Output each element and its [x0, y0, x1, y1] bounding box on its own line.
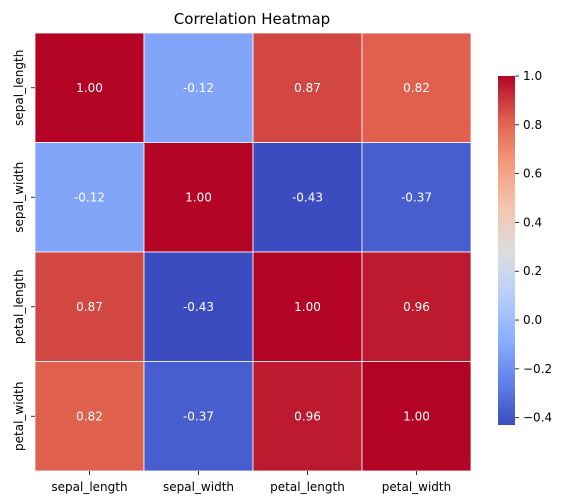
cell-value-label: 0.96 [294, 409, 321, 423]
heatmap-cell [252, 32, 363, 143]
heatmap-cell [252, 361, 363, 472]
heatmap-cell [34, 361, 145, 472]
y-tick-label: sepal_length [12, 50, 26, 126]
cell-value-label: -0.43 [183, 300, 214, 314]
colorbar-gradient [498, 76, 515, 425]
colorbar-tick-label: 0.4 [523, 215, 542, 229]
cell-value-label: -0.43 [292, 190, 323, 204]
colorbar-tick-label: −0.2 [523, 362, 552, 376]
colorbar-tick-label: −0.4 [523, 411, 552, 425]
heatmap-cell [34, 32, 145, 143]
y-tick-label: petal_length [12, 269, 26, 344]
heatmap-cell [361, 251, 472, 362]
heatmap-cells [34, 32, 472, 472]
colorbar-tick-label: 0.8 [523, 118, 542, 132]
cell-value-label: -0.37 [401, 190, 432, 204]
x-axis-ticks: sepal_length sepal_width petal_length petal… [51, 471, 451, 494]
heatmap-cell [143, 251, 254, 362]
cell-value-label: 0.87 [294, 81, 321, 95]
cell-value-label: 0.82 [76, 409, 103, 423]
cell-value-label: 1.00 [403, 409, 430, 423]
y-tick-label: petal_width [12, 382, 26, 451]
cell-value-label: 0.87 [76, 300, 103, 314]
heatmap-cell [361, 361, 472, 472]
colorbar-tick-label: 0.2 [523, 264, 542, 278]
y-axis-ticks: sepal_length sepal_width petal_lengthpetal… [12, 50, 35, 451]
cell-value-label: -0.12 [74, 190, 105, 204]
heatmap-cell [361, 32, 472, 143]
heatmap-cell [143, 32, 254, 143]
cell-value-label: 1.00 [185, 190, 212, 204]
x-tick-label: petal_length [270, 480, 345, 494]
cell-value-label: 0.82 [403, 81, 430, 95]
colorbar-tick-label: 0.6 [523, 167, 542, 181]
colorbar: 1.0 0.8 0.6 0.4 0.2 0.0 −0.2 −0.4 [498, 69, 552, 425]
heatmap-cell [143, 361, 254, 472]
x-tick-label: sepal_length [51, 480, 127, 494]
cell-value-label: -0.12 [183, 81, 214, 95]
chart-title: Correlation Heatmap [174, 10, 330, 28]
colorbar-tick-label: 0.0 [523, 313, 542, 327]
heatmap-cell-labels: 1.00 -0.12 0.87 0.82 -0.12 1.00 -0.43 -0.37 0.87… [74, 81, 432, 424]
x-tick-label: sepal_width [163, 480, 234, 494]
cell-value-label: 0.96 [403, 300, 430, 314]
cell-value-label: -0.37 [183, 409, 214, 423]
colorbar-tick-label: 1.0 [523, 69, 542, 83]
cell-value-label: 1.00 [76, 81, 103, 95]
heatmap-cell [143, 142, 254, 253]
heatmap-cell [361, 142, 472, 253]
heatmap-cell [34, 142, 145, 253]
x-tick-label: petal_width [382, 480, 451, 494]
y-tick-label: sepal_width [12, 162, 26, 233]
cell-value-label: 1.00 [294, 300, 321, 314]
